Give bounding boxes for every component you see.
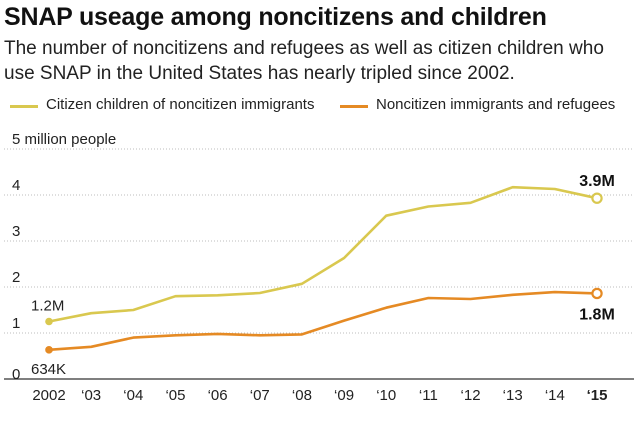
x-tick-label-2011: ‘11 (419, 387, 438, 404)
x-tick-label-2005: ‘05 (165, 387, 185, 404)
x-tick-label-2014: ‘14 (545, 387, 565, 404)
end-label-citizen-children: 3.9M (579, 173, 615, 190)
x-tick-label-2002: 2002 (32, 387, 65, 404)
end-marker-citizen-children (591, 192, 603, 204)
legend-swatch-citizen-children (10, 105, 38, 108)
series-line-citizen-children (47, 185, 599, 323)
x-tick-label-2008: ‘08 (292, 387, 312, 404)
start-marker-citizen-children (45, 317, 53, 326)
y-tick-label-3: 3 (12, 223, 20, 240)
y-tick-label-2: 2 (12, 269, 20, 286)
x-tick-label-2015: ‘15 (587, 387, 608, 404)
chart-subtitle: The number of noncitizens and refugees a… (4, 38, 604, 84)
x-tick-label-2013: ‘13 (503, 387, 523, 404)
y-tick-label-4: 4 (12, 177, 20, 194)
y-tick-label-1: 1 (12, 315, 20, 332)
y-tick-label-0: 0 (12, 366, 20, 383)
series-line-noncitizen-immigrants (47, 290, 599, 352)
legend: Citizen children of noncitizen immigrant… (0, 96, 640, 120)
x-tick-label-2003: ‘03 (81, 387, 101, 404)
x-tick-label-2007: ‘07 (250, 387, 270, 404)
x-tick-label-2010: ‘10 (376, 387, 396, 404)
end-label-noncitizen-immigrants: 1.8M (579, 306, 615, 323)
legend-label-citizen-children: Citizen children of noncitizen immigrant… (46, 96, 315, 113)
start-marker-noncitizen-immigrants (45, 346, 53, 354)
y-tick-label-5: 5 million people (12, 131, 116, 148)
end-marker-noncitizen-immigrants (591, 287, 603, 300)
x-tick-label-2012: ‘12 (461, 387, 481, 404)
x-tick-label-2004: ‘04 (123, 387, 143, 404)
x-tick-label-2006: ‘06 (208, 387, 228, 404)
legend-label-noncitizen-immigrants: Noncitizen immigrants and refugees (376, 96, 616, 113)
start-label-citizen-children: 1.2M (31, 298, 64, 315)
x-tick-label-2009: ‘09 (334, 387, 354, 404)
legend-swatch-noncitizen-immigrants (340, 105, 368, 108)
chart-title: SNAP useage among noncitizens and childr… (4, 3, 547, 31)
start-label-noncitizen-immigrants: 634K (31, 361, 66, 378)
